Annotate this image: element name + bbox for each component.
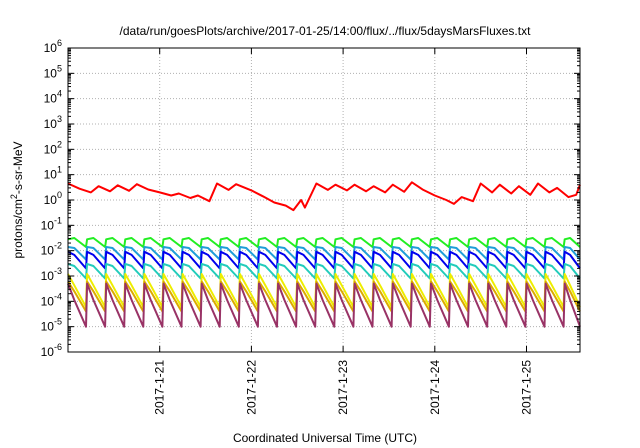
axes bbox=[67, 47, 581, 353]
y-axis-label-base: protons/cm bbox=[11, 199, 25, 258]
y-tick-label-base: 10 bbox=[41, 218, 55, 232]
y-tick-label-exponent: -6 bbox=[54, 342, 62, 352]
y-tick-label-exponent: 5 bbox=[57, 63, 62, 73]
y-tick-label-base: 10 bbox=[44, 92, 58, 106]
y-tick-label-base: 10 bbox=[41, 320, 55, 334]
y-tick-label: 105 bbox=[44, 63, 62, 80]
series-line bbox=[67, 246, 581, 261]
x-tick-label: 2017-1-25 bbox=[520, 360, 534, 415]
y-axis-label-sup: 2 bbox=[9, 194, 19, 199]
y-tick-label-base: 10 bbox=[44, 142, 58, 156]
y-tick-label: 10-3 bbox=[41, 266, 62, 283]
y-tick-label-base: 10 bbox=[44, 168, 58, 182]
chart-title: /data/run/goesPlots/archive/2017-01-25/1… bbox=[120, 24, 532, 38]
y-tick-label-exponent: -1 bbox=[54, 215, 62, 225]
y-tick-label-exponent: 0 bbox=[57, 190, 62, 200]
y-tick-label: 10-1 bbox=[41, 215, 62, 232]
y-tick-label: 10-5 bbox=[41, 317, 62, 334]
y-tick-label: 102 bbox=[44, 139, 62, 156]
y-tick-label: 101 bbox=[44, 165, 62, 182]
y-tick-label: 10-6 bbox=[41, 342, 62, 359]
y-tick-label-base: 10 bbox=[41, 294, 55, 308]
x-axis-label: Coordinated Universal Time (UTC) bbox=[233, 431, 417, 445]
y-tick-label-base: 10 bbox=[41, 269, 55, 283]
x-tick-label: 2017-1-24 bbox=[428, 360, 442, 415]
y-tick-label-base: 10 bbox=[41, 345, 55, 359]
series-line bbox=[67, 280, 581, 313]
series-line bbox=[67, 282, 581, 328]
y-tick-label-exponent: 2 bbox=[57, 139, 62, 149]
x-tick-label: 2017-1-22 bbox=[244, 360, 258, 415]
y-tick-label-exponent: -5 bbox=[54, 317, 62, 327]
y-tick-label: 100 bbox=[44, 190, 62, 207]
y-tick-label-exponent: -2 bbox=[54, 241, 62, 251]
y-tick-label-exponent: 3 bbox=[57, 114, 62, 124]
x-ticks: 2017-1-21 2017-1-22 2017-1-23 2017-1-24 2017… bbox=[153, 360, 534, 415]
y-tick-label: 104 bbox=[44, 89, 62, 106]
y-tick-label-exponent: -4 bbox=[54, 291, 62, 301]
y-tick-label-base: 10 bbox=[44, 193, 58, 207]
y-tick-label-base: 10 bbox=[44, 117, 58, 131]
y-tick-label-exponent: 1 bbox=[57, 165, 62, 175]
y-axis-label-rest: -s-sr-MeV bbox=[11, 141, 25, 194]
y-tick-label: 10-2 bbox=[41, 241, 62, 258]
series-line bbox=[67, 250, 581, 270]
series-layer bbox=[67, 181, 581, 328]
series-line bbox=[67, 273, 581, 308]
y-tick-label-base: 10 bbox=[41, 244, 55, 258]
y-tick-label-exponent: -3 bbox=[54, 266, 62, 276]
x-tick-label: 2017-1-21 bbox=[153, 360, 167, 415]
y-tick-label-exponent: 6 bbox=[57, 38, 62, 48]
series-line bbox=[67, 181, 581, 212]
y-ticks: 10-610-510-410-310-210-11001011021031041… bbox=[41, 38, 62, 359]
plot-frame bbox=[67, 47, 581, 353]
series-line bbox=[67, 237, 581, 248]
x-tick-label: 2017-1-23 bbox=[336, 360, 350, 415]
y-tick-label-base: 10 bbox=[44, 66, 58, 80]
y-tick-label-base: 10 bbox=[44, 41, 58, 55]
y-tick-label: 10-4 bbox=[41, 291, 62, 308]
y-tick-label: 106 bbox=[44, 38, 62, 55]
y-tick-label: 103 bbox=[44, 114, 62, 131]
y-axis-label: protons/cm2-s-sr-MeV bbox=[9, 141, 25, 258]
y-tick-label-exponent: 4 bbox=[57, 89, 62, 99]
series-line bbox=[67, 262, 581, 280]
